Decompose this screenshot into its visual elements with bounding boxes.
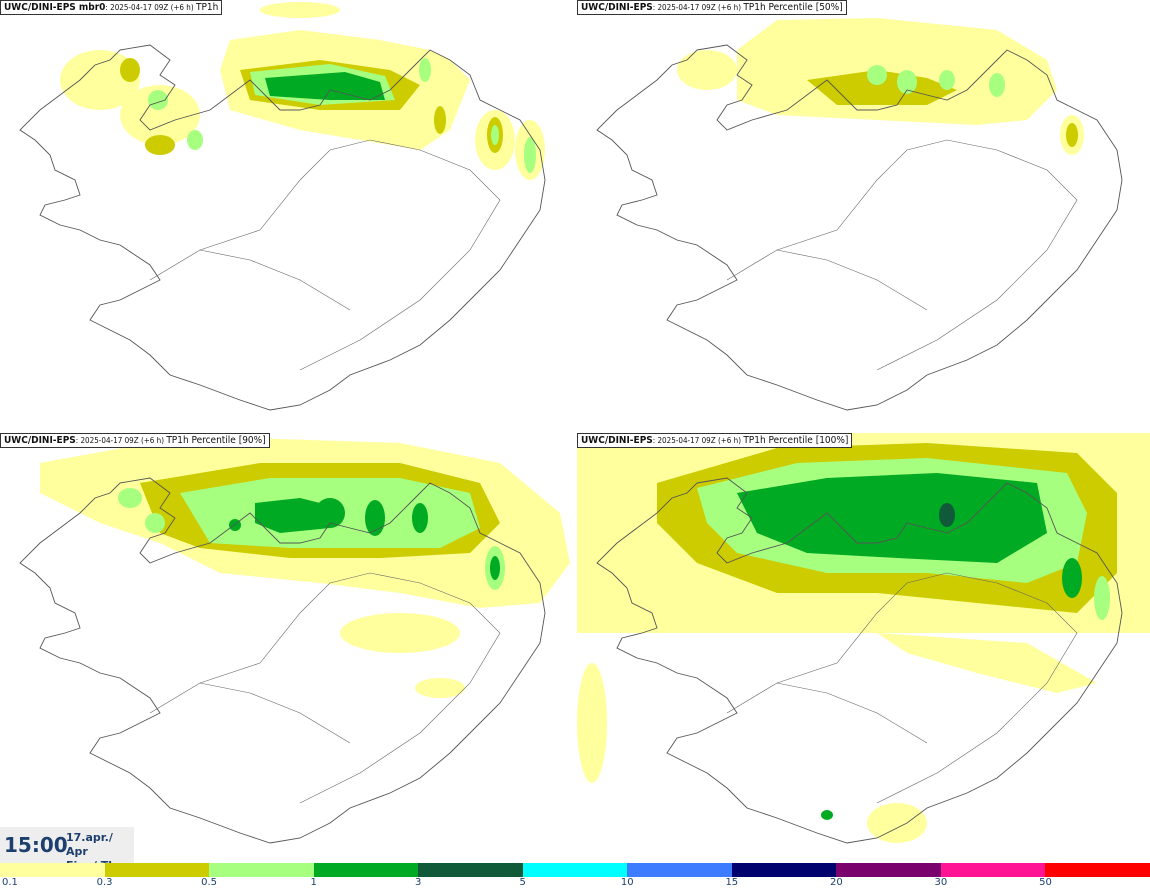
road-network	[726, 572, 1078, 804]
scale-tick-label: 5	[519, 877, 526, 888]
scale-tick-label: 50	[1039, 877, 1052, 888]
road-network	[149, 139, 501, 371]
map-panel-p90: UWC/DINI-EPS: 2025-04-17 09Z (+6 h) TP1h…	[0, 433, 573, 860]
panel-title: UWC/DINI-EPS: 2025-04-17 09Z (+6 h) TP1h…	[0, 433, 270, 448]
scale-segment	[940, 863, 1047, 877]
scale-segment	[1045, 863, 1150, 877]
precipitation-map	[19, 2, 546, 411]
scale-segment	[627, 863, 733, 877]
iceland-coastline	[596, 44, 1123, 411]
precip-field	[577, 433, 1150, 843]
scale-segment	[0, 863, 106, 877]
valid-date-day: 17.apr./ Apr	[66, 831, 113, 858]
precip-field	[60, 2, 545, 180]
precip-field	[677, 18, 1084, 155]
scale-tick-label: 0.3	[96, 877, 113, 888]
scale-segment	[731, 863, 838, 877]
precip-color-scale: 0.1 0.3 0.5 1 3 5 10 15 20 30 50	[0, 863, 1150, 891]
iceland-coastline	[19, 477, 546, 844]
iceland-coastline	[596, 477, 1123, 844]
scale-segment	[209, 863, 315, 877]
scale-tick-label: 1	[310, 877, 317, 888]
panel-title: UWC/DINI-EPS: 2025-04-17 09Z (+6 h) TP1h…	[577, 433, 853, 448]
scale-tick-label: 10	[620, 877, 634, 888]
scale-tick-label: 15	[725, 877, 739, 888]
precip-field	[40, 438, 570, 698]
map-panel-p100: UWC/DINI-EPS: 2025-04-17 09Z (+6 h) TP1h…	[577, 433, 1150, 860]
scale-segment	[104, 863, 211, 877]
valid-hour: 15:00	[4, 833, 68, 857]
scale-tick-label: 3	[414, 877, 422, 888]
scale-segment	[418, 863, 524, 877]
scale-segment	[522, 863, 629, 877]
scale-segment	[313, 863, 420, 877]
valid-time-box: 15:00 17.apr./ Apr Fim./ Thu	[0, 827, 134, 872]
scale-tick-label: 20	[829, 877, 843, 888]
precipitation-map	[19, 438, 570, 844]
road-network	[726, 139, 1078, 371]
map-panel-p50: UWC/DINI-EPS: 2025-04-17 09Z (+6 h) TP1h…	[577, 0, 1150, 427]
scale-tick-label: 0.1	[2, 877, 18, 888]
panel-title: UWC/DINI-EPS: 2025-04-17 09Z (+6 h) TP1h…	[577, 0, 847, 15]
map-panel-mbr0: UWC/DINI-EPS mbr0: 2025-04-17 09Z (+6 h)…	[0, 0, 573, 427]
precipitation-map	[577, 433, 1150, 844]
road-network	[149, 572, 501, 804]
scale-tick-label: 30	[934, 877, 948, 888]
iceland-coastline	[19, 44, 546, 411]
scale-segment	[836, 863, 942, 877]
panel-title: UWC/DINI-EPS mbr0: 2025-04-17 09Z (+6 h)…	[0, 0, 223, 15]
precipitation-map	[596, 18, 1123, 411]
scale-tick-label: 0.5	[201, 877, 218, 888]
